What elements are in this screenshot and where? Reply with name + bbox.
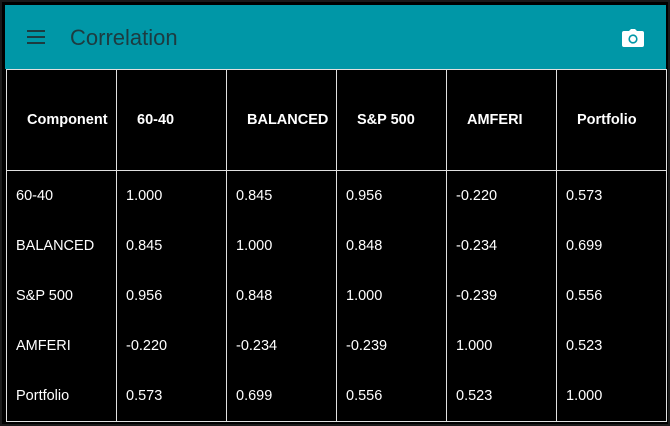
table-cell: 1.000 (226, 221, 337, 271)
row-label: S&P 500 (6, 271, 117, 321)
column-header-sp500[interactable]: S&P 500 (336, 69, 447, 171)
table-cell: 0.956 (116, 271, 227, 321)
table-cell: 0.523 (556, 321, 667, 371)
table-cell: 0.956 (336, 170, 447, 221)
table-cell: -0.234 (226, 321, 337, 371)
camera-icon[interactable] (622, 29, 644, 47)
menu-icon[interactable] (27, 30, 49, 46)
row-label: Portfolio (6, 371, 117, 422)
table-cell: 0.573 (556, 170, 667, 221)
row-label: 60-40 (6, 170, 117, 221)
table-row: AMFERI -0.220 -0.234 -0.239 1.000 0.523 (6, 321, 667, 371)
table-cell: 0.845 (116, 221, 227, 271)
table-cell: -0.220 (116, 321, 227, 371)
table-row: S&P 500 0.956 0.848 1.000 -0.239 0.556 (6, 271, 667, 321)
table-cell: 0.556 (556, 271, 667, 321)
table-cell: 0.845 (226, 170, 337, 221)
column-header-component[interactable]: Component (6, 69, 117, 171)
app-bar: Correlation (5, 5, 666, 69)
column-header-portfolio[interactable]: Portfolio (556, 69, 667, 171)
table-row: BALANCED 0.845 1.000 0.848 -0.234 0.699 (6, 221, 667, 271)
column-header-balanced[interactable]: BALANCED (226, 69, 337, 171)
table-cell: 1.000 (556, 371, 667, 422)
table-cell: 0.573 (116, 371, 227, 422)
table-cell: 0.848 (226, 271, 337, 321)
column-header-amferi[interactable]: AMFERI (446, 69, 557, 171)
correlation-table: Component 60-40 BALANCED S&P 500 AMFERI … (6, 69, 667, 422)
table-cell: 1.000 (116, 170, 227, 221)
row-label: AMFERI (6, 321, 117, 371)
table-cell: 0.556 (336, 371, 447, 422)
table-cell: 1.000 (446, 321, 557, 371)
table-cell: -0.239 (446, 271, 557, 321)
table-header-row: Component 60-40 BALANCED S&P 500 AMFERI … (6, 69, 667, 171)
column-header-60-40[interactable]: 60-40 (116, 69, 227, 171)
row-label: BALANCED (6, 221, 117, 271)
table-cell: 0.699 (556, 221, 667, 271)
table-cell: 0.699 (226, 371, 337, 422)
page-title: Correlation (70, 25, 178, 50)
table-cell: 0.523 (446, 371, 557, 422)
table-cell: 0.848 (336, 221, 447, 271)
table-row: Portfolio 0.573 0.699 0.556 0.523 1.000 (6, 371, 667, 422)
table-cell: 1.000 (336, 271, 447, 321)
table-cell: -0.234 (446, 221, 557, 271)
table-cell: -0.220 (446, 170, 557, 221)
table-row: 60-40 1.000 0.845 0.956 -0.220 0.573 (6, 170, 667, 221)
table-cell: -0.239 (336, 321, 447, 371)
